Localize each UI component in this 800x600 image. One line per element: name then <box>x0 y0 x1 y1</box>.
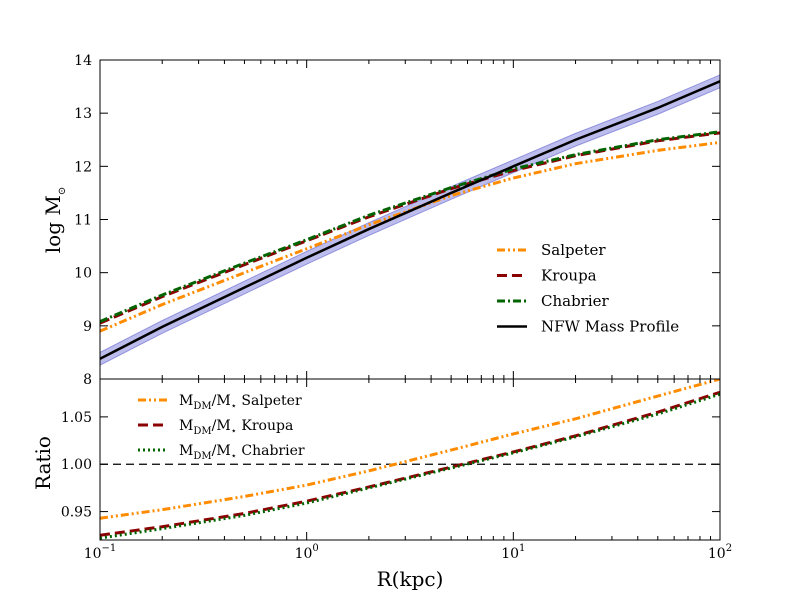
y-tick-label: 10 <box>74 266 92 282</box>
legend-label: NFW Mass Profile <box>541 318 679 336</box>
y-tick-label: 9 <box>83 319 92 335</box>
x-tick-label: 100 <box>295 543 319 562</box>
bottom-panel: 0.95 1.00 1.05 10−1 100 101 102 MDM/M⋆ Salpeter… <box>61 378 732 562</box>
legend-label: MDM/M⋆ Salpeter <box>179 393 302 412</box>
top-plot-area <box>100 74 720 366</box>
bottom-legend: MDM/M⋆ Salpeter MDM/M⋆ Kroupa MDM/M⋆ Chabr… <box>138 393 305 462</box>
ratio-line-salpeter <box>100 379 720 520</box>
x-tick-label: 10−1 <box>84 543 117 562</box>
legend-label: MDM/M⋆ Kroupa <box>179 418 293 437</box>
y-tick-label: 0.95 <box>61 505 92 521</box>
legend-label: Chabrier <box>541 292 610 310</box>
y-tick-label: 13 <box>74 106 92 122</box>
x-axis-label: R(kpc) <box>377 567 444 591</box>
series-line-chabrier <box>100 130 720 323</box>
x-tick-label: 101 <box>501 543 525 562</box>
ratio-line-chabrier <box>100 392 720 540</box>
legend-label: Kroupa <box>541 267 597 285</box>
y-tick-label: 12 <box>74 159 92 175</box>
series-line-salpeter <box>100 140 720 333</box>
series-line-kroupa <box>100 131 720 325</box>
bottom-axes-frame <box>99 378 721 541</box>
bottom-plot-area <box>100 379 720 540</box>
legend-label: MDM/M⋆ Chabrier <box>179 443 305 462</box>
y-tick-label: 11 <box>74 213 92 229</box>
series-line-nfw-mass-profile <box>100 80 720 360</box>
bottom-y-axis-label: Ratio <box>31 436 55 490</box>
y-tick-label: 1.00 <box>61 457 92 473</box>
y-tick-label: 1.05 <box>61 410 92 426</box>
y-tick-label: 14 <box>74 53 92 69</box>
top-legend: Salpeter Kroupa Chabrier NFW Mass Profile <box>497 241 679 336</box>
top-panel: 8 9 10 11 12 13 14 Salpeter Kroupa Chabrier NFW Ma… <box>74 53 721 388</box>
top-y-axis-label: log M⊙ <box>41 187 68 253</box>
nfw-uncertainty-band <box>100 74 720 366</box>
legend-label: Salpeter <box>541 241 606 259</box>
y-tick-label: 8 <box>83 372 92 388</box>
x-tick-label: 102 <box>708 543 732 562</box>
